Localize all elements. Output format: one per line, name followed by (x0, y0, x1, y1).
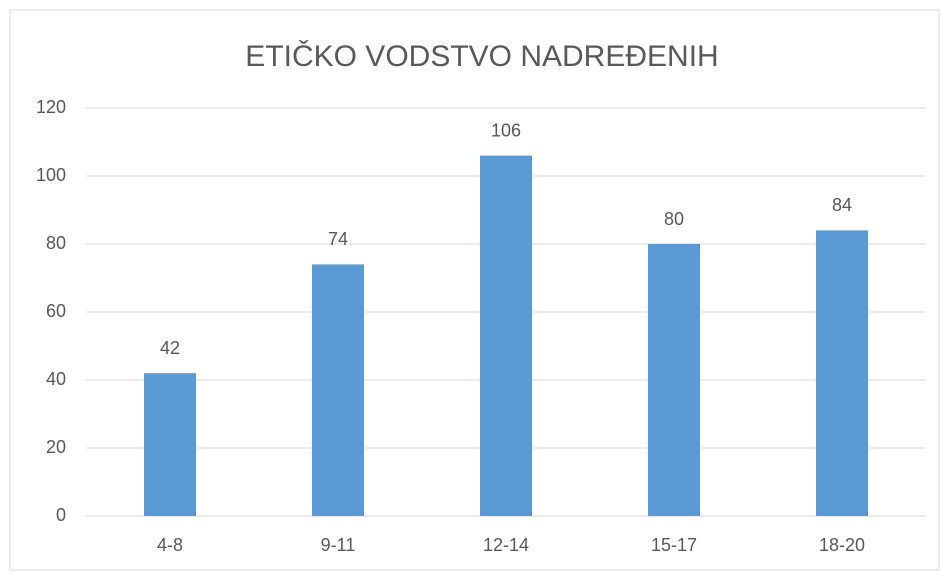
data-label: 106 (491, 120, 521, 140)
y-tick-label: 100 (36, 165, 66, 185)
x-tick-label: 4-8 (157, 535, 183, 555)
chart-title: ETIČKO VODSTVO NADREĐENIH (245, 39, 718, 73)
x-tick-label: 9-11 (321, 535, 356, 555)
bar (312, 264, 364, 516)
bar (648, 244, 700, 516)
y-tick-label: 0 (56, 505, 66, 525)
bar (480, 155, 532, 516)
x-tick-label: 12-14 (483, 535, 529, 555)
bar (816, 230, 868, 516)
data-label: 84 (832, 195, 852, 215)
y-tick-label: 80 (46, 233, 66, 253)
x-tick-label: 15-17 (651, 535, 697, 555)
y-tick-label: 40 (46, 369, 66, 389)
data-label: 80 (664, 209, 684, 229)
x-tick-label: 18-20 (819, 535, 865, 555)
bar (144, 373, 196, 516)
data-label: 74 (328, 229, 348, 249)
data-label: 42 (160, 338, 180, 358)
y-tick-label: 60 (46, 301, 66, 321)
y-tick-label: 120 (36, 97, 66, 117)
y-tick-label: 20 (46, 437, 66, 457)
